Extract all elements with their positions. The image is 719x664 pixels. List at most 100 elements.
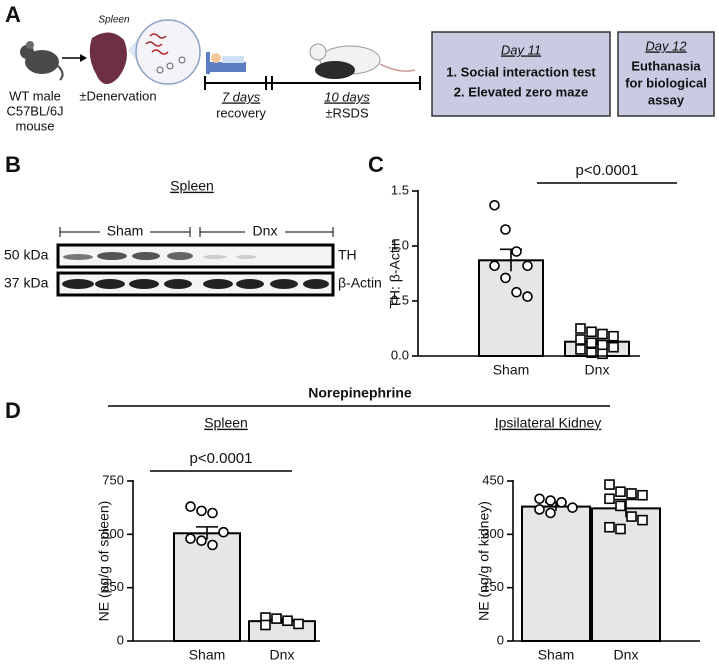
bar: [173, 532, 241, 642]
y-tick-label: 250: [102, 579, 124, 594]
data-point: [218, 526, 229, 538]
blot-row: [56, 271, 335, 297]
day12-title: Day 12: [645, 38, 687, 53]
panel-label: A: [5, 2, 21, 27]
y-tick-label: 1.5: [391, 182, 409, 197]
data-point: [185, 501, 196, 512]
y-tick-label: 750: [102, 472, 124, 487]
data-point: [586, 326, 597, 338]
panel-label: D: [5, 398, 21, 423]
day11-title: Day 11: [501, 42, 541, 57]
spleen-icon: [89, 32, 127, 85]
data-point: [545, 495, 556, 506]
data-point: [608, 330, 619, 342]
day11-box: [431, 31, 611, 117]
arrow-head: [80, 54, 87, 62]
y-axis-label: NE (pg/g of spleen): [96, 501, 112, 622]
data-point: [586, 347, 597, 359]
data-point: [545, 507, 556, 519]
data-point: [615, 523, 626, 535]
day11-item: 2. Elevated zero maze: [454, 84, 588, 99]
data-point: [597, 348, 608, 360]
blot-protein: β-Actin: [338, 275, 382, 291]
data-point: [489, 260, 500, 272]
data-point: [567, 502, 578, 513]
data-point: [522, 291, 533, 302]
recovery-days: 7 days: [222, 89, 261, 104]
group-label: Sham: [107, 223, 144, 239]
day12-box: [617, 31, 715, 117]
cell-icon: [156, 66, 164, 74]
data-point: [637, 514, 648, 526]
y-tick-label: 0: [497, 632, 504, 647]
x-tick-label: Sham: [538, 647, 575, 663]
blot-size: 50 kDa: [4, 247, 49, 263]
mouse-text: WT male: [9, 88, 61, 103]
data-point: [626, 511, 637, 522]
data-point: [511, 246, 522, 257]
data-point: [604, 479, 615, 490]
data-point: [637, 489, 648, 501]
cell-icon: [166, 62, 174, 70]
spleen-label: Spleen: [98, 15, 130, 26]
data-point: [196, 505, 207, 517]
y-tick-label: 150: [482, 579, 504, 594]
cell-icon: [178, 56, 186, 64]
x-tick-label: Sham: [189, 647, 226, 663]
x-tick-label: Dnx: [585, 362, 610, 378]
y-tick-label: 1.0: [391, 237, 409, 252]
data-point: [604, 493, 615, 505]
y-axis-label: TH: β-Actin: [387, 238, 403, 308]
data-point: [556, 497, 567, 508]
recovery-label: recovery: [216, 105, 266, 120]
bed-icon: [206, 52, 246, 74]
x-tick-label: Sham: [493, 362, 530, 378]
blot-title: Spleen: [170, 178, 214, 194]
data-point: [271, 613, 282, 624]
day12-text: Euthanasia: [631, 58, 701, 73]
data-point: [604, 521, 615, 533]
data-point: [282, 615, 293, 627]
data-point: [207, 539, 218, 551]
group-label: Dnx: [253, 223, 278, 239]
y-tick-label: 0.5: [391, 292, 409, 307]
chart-title: Ipsilateral Kidney: [495, 415, 602, 431]
y-tick-label: 0.0: [391, 347, 409, 362]
y-axis-label: NE (ng/g of kidney): [476, 501, 492, 621]
x-tick-label: Dnx: [614, 647, 639, 663]
data-point: [575, 344, 586, 355]
bar: [478, 259, 544, 357]
rats-icon: [309, 43, 416, 79]
panel-label: C: [368, 152, 384, 177]
mouse-text: C57BL/6J: [6, 103, 63, 118]
data-point: [626, 488, 637, 499]
significance-label: p<0.0001: [576, 162, 639, 179]
data-point: [575, 334, 586, 345]
day12-text: assay: [648, 92, 685, 107]
data-point: [489, 200, 500, 211]
y-tick-label: 0: [117, 632, 124, 647]
data-point: [522, 260, 533, 272]
bar: [248, 620, 316, 642]
data-point: [608, 341, 619, 353]
data-point: [260, 619, 271, 631]
blot-size: 37 kDa: [4, 275, 49, 291]
data-point: [500, 272, 511, 284]
bar: [521, 505, 591, 642]
mouse-text: mouse: [15, 118, 54, 133]
data-point: [534, 504, 545, 515]
panel-label: B: [5, 152, 21, 177]
group-bracket: [59, 227, 334, 237]
day12-text: for biological: [625, 75, 707, 90]
day11-item: 1. Social interaction test: [446, 64, 596, 79]
section-title: Norepinephrine: [308, 385, 412, 401]
chart-title: Spleen: [204, 415, 248, 431]
data-point: [293, 618, 304, 630]
rsds-days: 10 days: [324, 89, 370, 104]
data-point: [500, 224, 511, 235]
data-point: [615, 500, 626, 512]
data-point: [196, 535, 207, 547]
rsds-label: ±RSDS: [325, 105, 369, 120]
blot-protein: TH: [338, 247, 357, 263]
